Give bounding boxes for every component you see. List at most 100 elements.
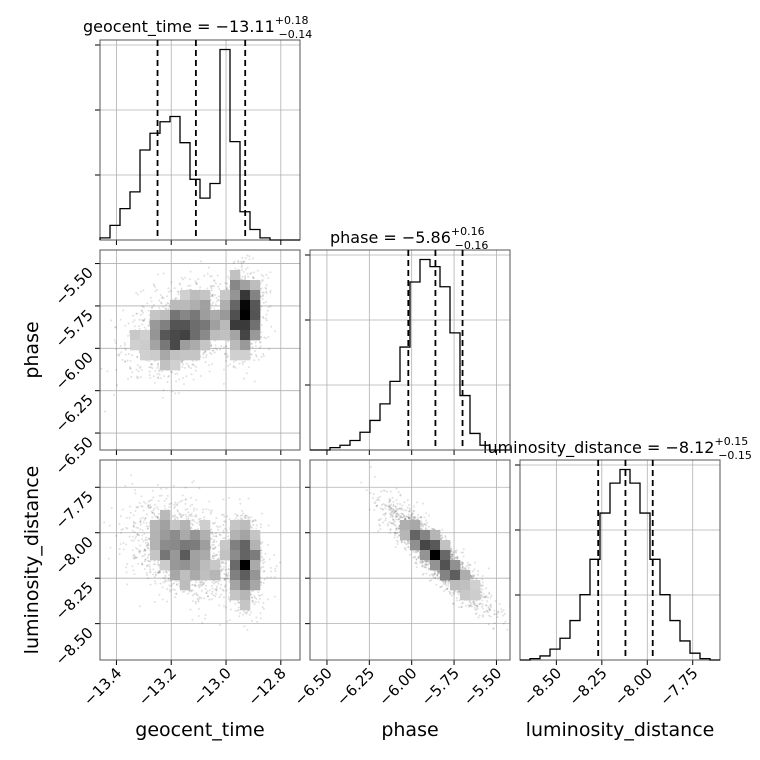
sample-point [220, 344, 223, 347]
sample-point [199, 585, 202, 588]
sample-point [274, 570, 277, 573]
sample-point [189, 526, 192, 529]
sample-point [167, 569, 170, 572]
sample-point [173, 588, 176, 591]
sample-point [138, 366, 141, 369]
sample-point [262, 291, 265, 294]
density-cell [220, 330, 231, 341]
sample-point [137, 376, 140, 379]
sample-point [187, 284, 190, 287]
sample-point [136, 377, 139, 380]
sample-point [157, 362, 160, 365]
sample-point [238, 615, 241, 618]
sample-point [136, 556, 139, 559]
sample-point [211, 293, 214, 296]
sample-point [142, 554, 145, 557]
sample-point [133, 557, 136, 560]
sample-point [176, 510, 179, 513]
sample-point [245, 257, 248, 260]
sample-point [259, 345, 262, 348]
sample-point [252, 271, 255, 274]
sample-point [197, 599, 200, 602]
sample-point [187, 517, 190, 520]
sample-point [243, 625, 246, 628]
sample-point [212, 349, 215, 352]
sample-point [149, 571, 152, 574]
ylabel-phase: phase [21, 321, 43, 378]
sample-point [144, 536, 147, 539]
sample-point [176, 509, 179, 512]
sample-point [156, 571, 159, 574]
sample-point [243, 515, 246, 518]
sample-point [173, 287, 176, 290]
sample-point [221, 568, 224, 571]
sample-point [174, 392, 177, 395]
sample-point [234, 602, 237, 605]
sample-point [257, 358, 260, 361]
density-cell [140, 350, 151, 361]
sample-point [261, 297, 264, 300]
sample-point [139, 528, 142, 531]
sample-point [188, 590, 191, 593]
sample-point [223, 605, 226, 608]
sample-point [210, 287, 213, 290]
sample-point [259, 341, 262, 344]
sample-point [158, 512, 161, 515]
sample-point [210, 289, 213, 292]
sample-point [122, 542, 125, 545]
sample-point [176, 517, 179, 520]
sample-point [206, 287, 209, 290]
sample-point [147, 554, 150, 557]
sample-point [162, 389, 165, 392]
sample-point [222, 589, 225, 592]
sample-point [180, 360, 183, 363]
sample-point [184, 502, 187, 505]
sample-point [213, 548, 216, 551]
sample-point [174, 592, 177, 595]
sample-point [168, 574, 171, 577]
sample-point [191, 583, 194, 586]
sample-point [139, 521, 142, 524]
sample-point [143, 501, 146, 504]
sample-point [222, 596, 225, 599]
sample-point [136, 506, 139, 509]
sample-point [148, 565, 151, 568]
sample-point [270, 325, 273, 328]
sample-point [215, 300, 218, 303]
sample-point [184, 486, 187, 489]
sample-point [251, 599, 254, 602]
sample-point [126, 377, 129, 380]
sample-point [138, 318, 141, 321]
sample-point [177, 293, 180, 296]
sample-point [171, 588, 174, 591]
sample-point [260, 581, 263, 584]
sample-point [221, 588, 224, 591]
sample-point [138, 549, 141, 552]
sample-point [129, 367, 132, 370]
sample-point [229, 600, 232, 603]
sample-point [132, 524, 135, 527]
density-cell [160, 340, 171, 351]
sample-point [181, 499, 184, 502]
sample-point [170, 502, 173, 505]
sample-point [189, 504, 192, 507]
sample-point [122, 309, 125, 312]
sample-point [217, 285, 220, 288]
sample-point [237, 609, 240, 612]
sample-point [135, 375, 138, 378]
sample-point [226, 364, 229, 367]
sample-point [145, 545, 148, 548]
sample-point [146, 565, 149, 568]
title-luminosity-distance: luminosity_distance = −8.12+0.15 −0.15 [483, 435, 752, 462]
sample-point [147, 543, 150, 546]
sample-point [194, 584, 197, 587]
sample-point [162, 571, 165, 574]
sample-point [265, 313, 268, 316]
sample-point [151, 489, 154, 492]
sample-point [222, 382, 225, 385]
sample-point [240, 262, 243, 265]
sample-point [132, 314, 135, 317]
sample-point [195, 581, 198, 584]
sample-point [226, 515, 229, 518]
sample-point [267, 276, 270, 279]
